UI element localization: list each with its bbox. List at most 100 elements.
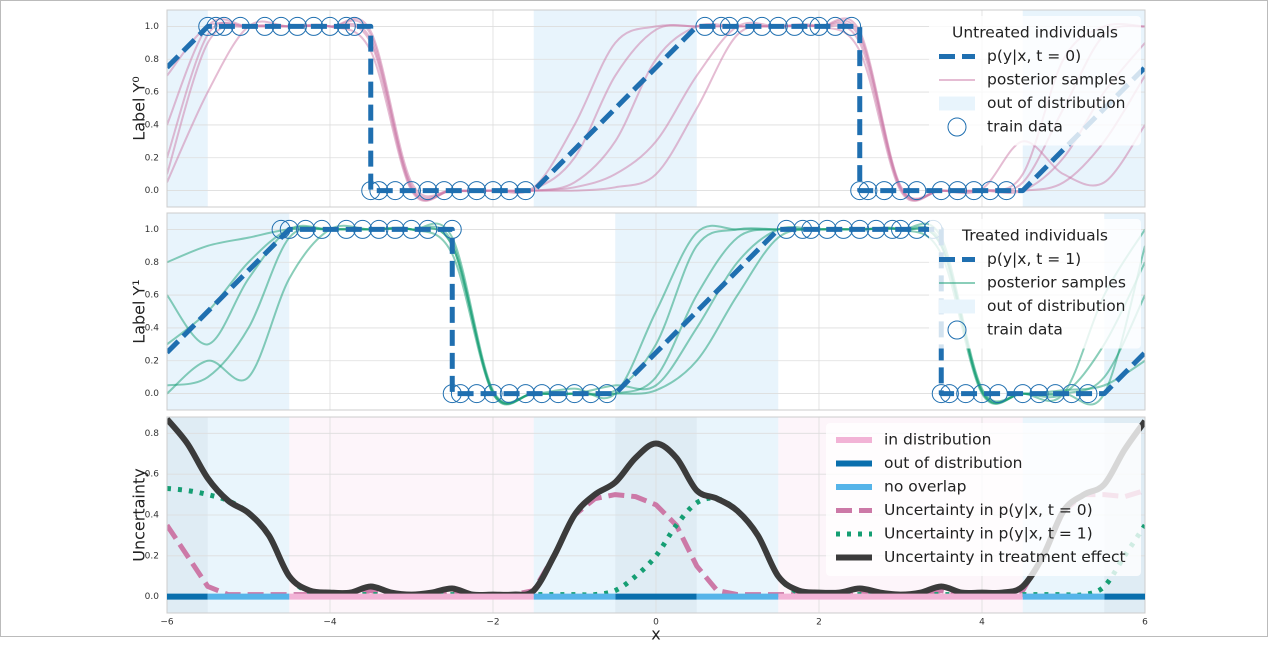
legend-swatch xyxy=(947,117,967,137)
legend-swatch xyxy=(939,96,975,111)
y-tick-label: 0.8 xyxy=(145,258,160,268)
y-tick-label: 0.2 xyxy=(145,153,159,163)
train-point xyxy=(817,219,837,239)
train-point xyxy=(499,181,519,201)
legend-label: in distribution xyxy=(884,431,991,449)
train-point xyxy=(1078,384,1098,404)
legend-swatch xyxy=(947,320,967,340)
y-tick-label: 0.4 xyxy=(145,323,160,333)
train-point xyxy=(801,219,821,239)
x-axis-label: x xyxy=(651,625,660,644)
train-point xyxy=(964,181,984,201)
x-tick-label: −2 xyxy=(486,618,499,628)
legend-label: train data xyxy=(987,321,1063,339)
train-point xyxy=(369,219,389,239)
train-point xyxy=(752,16,772,36)
train-point xyxy=(907,181,927,201)
train-point xyxy=(532,384,552,404)
legend-label: out of distribution xyxy=(987,94,1126,112)
curve xyxy=(167,417,1145,599)
train-point xyxy=(442,219,462,239)
train-point xyxy=(198,16,218,36)
plot-area xyxy=(167,10,1145,207)
shaded-region xyxy=(167,213,290,410)
train-point xyxy=(1045,384,1065,404)
legend-label: posterior samples xyxy=(987,71,1126,89)
curve xyxy=(167,226,1145,397)
legend-label: train data xyxy=(987,118,1063,136)
x-tick-label: −6 xyxy=(160,618,174,628)
panel-frame xyxy=(166,212,1146,411)
y-tick-label: 0.8 xyxy=(145,429,160,439)
train-point xyxy=(793,219,813,239)
x-tick-label: 4 xyxy=(979,618,985,628)
legend-label: out of distribution xyxy=(987,297,1126,315)
train-point xyxy=(948,181,968,201)
train-point xyxy=(850,219,870,239)
x-tick-label: 6 xyxy=(1142,618,1148,628)
curve xyxy=(167,23,1145,194)
train-point xyxy=(320,16,340,36)
legend-label: Uncertainty in treatment effect xyxy=(884,548,1126,566)
shaded-region xyxy=(533,10,697,207)
y-tick-label: 0.2 xyxy=(145,551,159,561)
train-point xyxy=(442,384,462,404)
train-point xyxy=(972,384,992,404)
y-axis-label: Uncertainty xyxy=(130,468,149,561)
train-point xyxy=(891,219,910,239)
train-point xyxy=(483,384,503,404)
x-tick-label: 0 xyxy=(653,618,659,628)
train-point xyxy=(825,16,845,36)
train-point xyxy=(907,219,927,239)
legend-box xyxy=(929,16,1141,146)
train-point xyxy=(996,181,1016,201)
y-tick-label: 0.2 xyxy=(145,356,159,366)
train-point xyxy=(402,219,421,239)
train-point xyxy=(336,219,356,239)
shaded-region xyxy=(615,213,779,410)
train-point xyxy=(418,219,438,239)
train-point xyxy=(271,219,291,239)
train-point xyxy=(483,181,503,201)
train-point xyxy=(842,16,862,36)
train-point xyxy=(214,16,234,36)
y-axis-label: Label Y⁰ xyxy=(130,76,149,140)
train-point xyxy=(939,384,959,404)
y-tick-label: 0.6 xyxy=(145,88,160,98)
y-tick-label: 0.4 xyxy=(145,511,160,521)
train-point xyxy=(296,219,316,239)
train-point xyxy=(565,384,584,404)
train-point xyxy=(516,384,536,404)
train-point xyxy=(1062,384,1082,404)
train-point xyxy=(719,16,739,36)
train-point xyxy=(369,181,389,201)
y-tick-label: 0.0 xyxy=(145,186,160,196)
train-point xyxy=(850,181,870,201)
y-tick-label: 0.8 xyxy=(145,55,160,65)
train-point xyxy=(1029,384,1049,404)
train-point xyxy=(304,16,324,36)
train-point xyxy=(344,16,364,36)
legend-box xyxy=(826,423,1141,576)
train-point xyxy=(361,181,381,201)
train-point xyxy=(385,181,405,201)
legend-title: Treated individuals xyxy=(961,227,1108,245)
train-point xyxy=(874,181,894,201)
y-tick-label: 0.6 xyxy=(145,470,160,480)
train-point xyxy=(866,219,886,239)
train-point xyxy=(353,219,373,239)
train-point xyxy=(312,219,332,239)
train-point xyxy=(581,384,601,404)
train-point xyxy=(931,181,951,201)
train-point xyxy=(287,16,307,36)
train-point xyxy=(450,384,470,404)
train-point xyxy=(1013,384,1033,404)
train-point xyxy=(891,181,910,201)
train-point xyxy=(434,181,454,201)
train-point xyxy=(467,384,487,404)
train-point xyxy=(809,16,829,36)
train-point xyxy=(516,181,536,201)
x-tick-label: 2 xyxy=(816,618,822,628)
panel-frame xyxy=(166,416,1146,614)
train-point xyxy=(467,181,487,201)
